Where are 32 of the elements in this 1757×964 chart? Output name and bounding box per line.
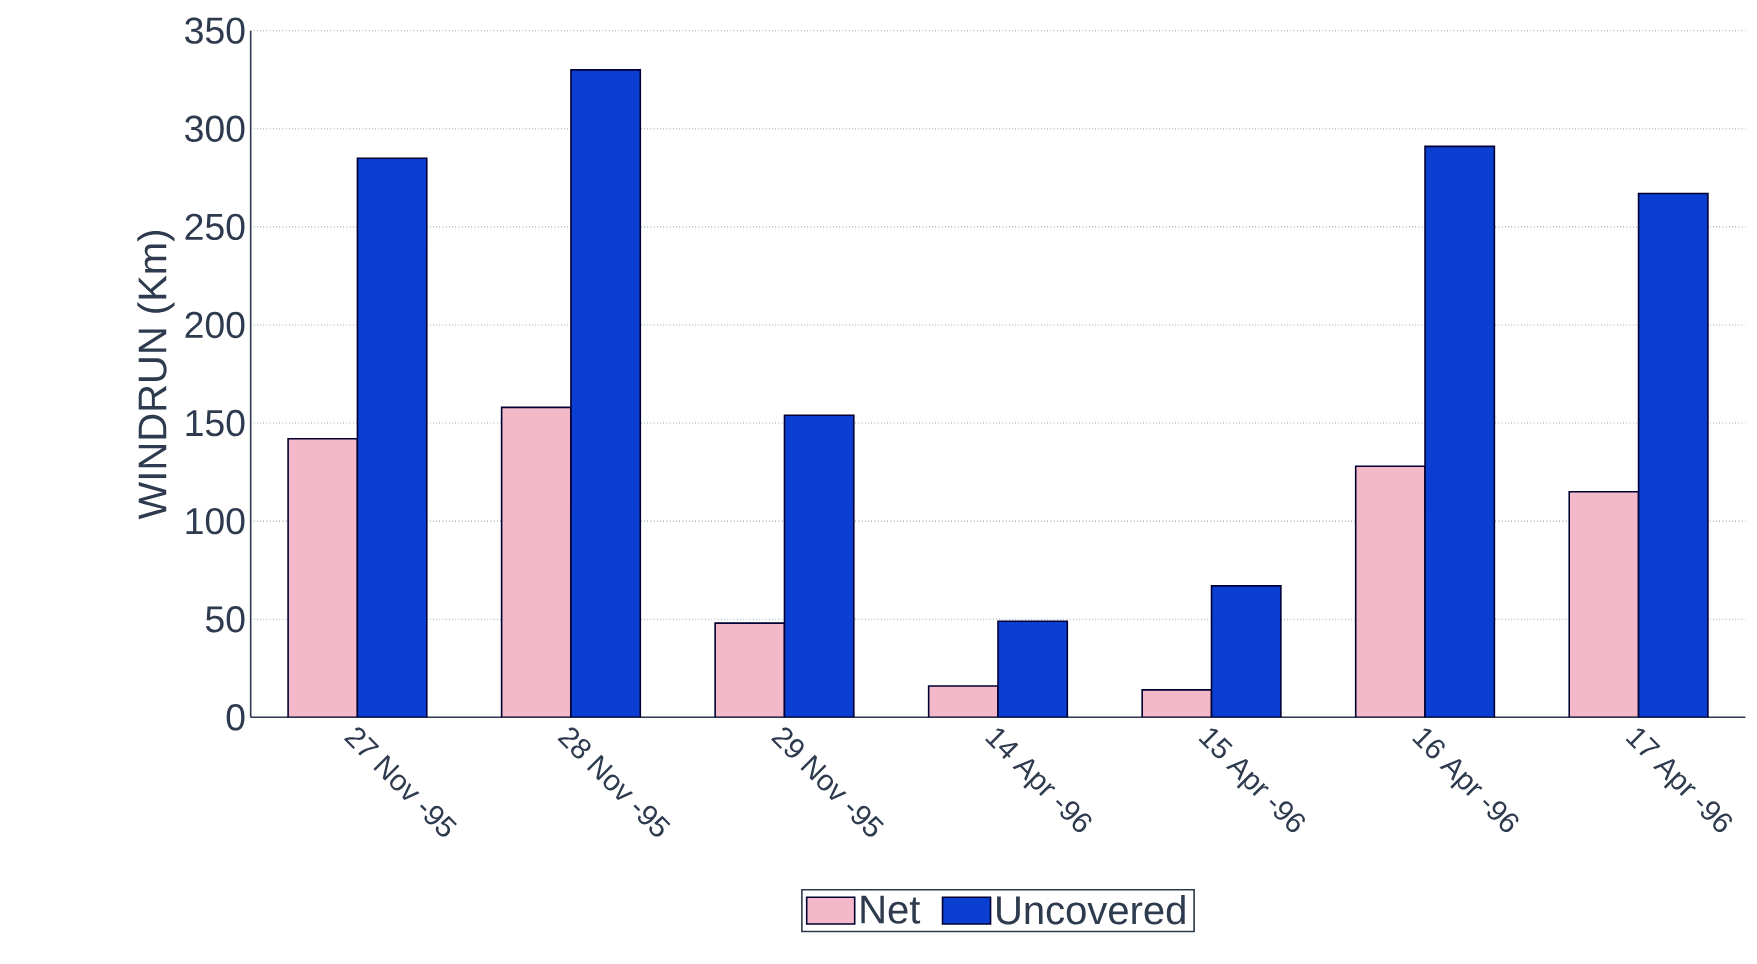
bar	[927, 685, 999, 718]
legend-label: Uncovered	[997, 895, 1185, 925]
y-tick-label: 300	[185, 115, 245, 142]
bar	[570, 69, 642, 718]
bar	[1424, 145, 1496, 718]
x-tick-label: 29 Nov -95	[771, 727, 884, 837]
y-tick-label: 250	[185, 213, 245, 241]
y-tick-label: 50	[205, 606, 245, 633]
bar	[500, 406, 572, 718]
y-tick-label: 0	[226, 704, 245, 731]
bar	[1637, 192, 1709, 718]
bar	[287, 437, 359, 718]
bar	[783, 414, 855, 718]
x-tick-label: 16 Apr -96	[1412, 728, 1519, 833]
x-tick-label: 28 Nov -95	[557, 727, 671, 837]
y-tick-label: 350	[185, 17, 245, 44]
bar	[1354, 465, 1426, 718]
y-tick-label: 150	[186, 409, 245, 437]
bar	[356, 157, 428, 718]
legend-label: Net	[861, 895, 921, 924]
bar	[1210, 585, 1282, 718]
bar	[714, 622, 786, 718]
x-tick-label: 15 Apr -96	[1198, 728, 1305, 833]
bar	[997, 620, 1069, 718]
bar	[1141, 689, 1213, 718]
x-tick-label: 27 Nov -95	[344, 727, 457, 837]
x-tick-label: 14 Apr -96	[985, 728, 1092, 833]
y-tick-label: 200	[185, 311, 245, 339]
y-axis-title: WINDRUN (Km)	[137, 231, 175, 520]
x-tick-label: 17 Apr -96	[1625, 728, 1732, 833]
bar	[1568, 490, 1640, 718]
y-tick-label: 100	[186, 507, 245, 535]
